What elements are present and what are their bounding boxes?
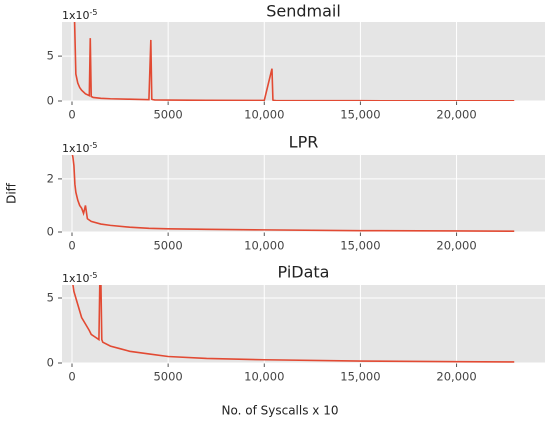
x-tick-label: 15,000 [340, 108, 380, 122]
y-tick-label: 0 [47, 225, 54, 239]
x-tick-label: 10,000 [244, 108, 284, 122]
offset-exponent: -5 [90, 271, 98, 280]
y-tick-label: 5 [47, 291, 54, 305]
x-tick-label: 15,000 [340, 239, 380, 253]
x-tick-label: 0 [68, 239, 75, 253]
data-line [71, 155, 515, 232]
plot-background [62, 22, 545, 101]
subplot-title: Sendmail [266, 2, 341, 21]
offset-base: 1x10 [62, 142, 90, 155]
plot-background [62, 155, 545, 232]
x-tick-label: 5000 [153, 370, 182, 384]
x-tick-label: 5000 [153, 108, 182, 122]
x-tick-label: 20,000 [436, 370, 476, 384]
offset-text: 1x10-5 [62, 141, 98, 156]
offset-base: 1x10 [62, 272, 90, 285]
data-line [72, 285, 515, 363]
y-axis-label: Diff [5, 182, 19, 204]
offset-text: 1x10-5 [62, 8, 98, 23]
y-tick-label: 0 [47, 356, 54, 370]
offset-text: 1x10-5 [62, 271, 98, 286]
x-tick-label: 15,000 [340, 370, 380, 384]
y-tick-label: 0 [47, 94, 54, 108]
x-tick-label: 10,000 [244, 239, 284, 253]
x-tick-label: 20,000 [436, 108, 476, 122]
offset-exponent: -5 [90, 141, 98, 150]
y-tick-label: 2 [47, 171, 54, 185]
offset-base: 1x10 [62, 9, 90, 22]
x-tick-label: 0 [68, 370, 75, 384]
data-line [73, 22, 515, 101]
x-tick-label: 10,000 [244, 370, 284, 384]
y-tick-label: 5 [47, 49, 54, 63]
offset-exponent: -5 [90, 8, 98, 17]
x-tick-label: 5000 [153, 239, 182, 253]
x-axis-label: No. of Syscalls x 10 [222, 404, 339, 418]
x-tick-label: 20,000 [436, 239, 476, 253]
subplot-title: LPR [289, 133, 319, 152]
subplot-title: PiData [278, 263, 330, 282]
x-tick-label: 0 [68, 108, 75, 122]
